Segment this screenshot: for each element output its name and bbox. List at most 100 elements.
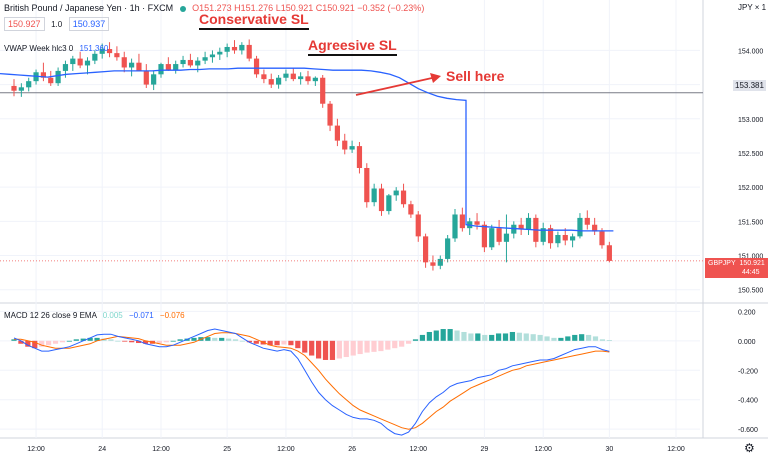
candle-body	[518, 224, 524, 230]
candle-body	[452, 214, 458, 239]
buy-price-button[interactable]: 150.937	[68, 17, 110, 31]
candle-body	[84, 60, 91, 66]
macd-histogram-bar	[606, 340, 612, 341]
price-tick-label: 154.000	[738, 48, 763, 55]
macd-histogram-bar	[25, 340, 31, 347]
vwap-label[interactable]: VWAP Week hlc3 0	[4, 44, 74, 53]
macd-hist-value: 0.005	[102, 311, 123, 320]
macd-histogram-bar	[502, 333, 509, 341]
macd-histogram-bar	[579, 334, 585, 341]
macd-histogram-bar	[509, 331, 516, 341]
candle-body	[92, 53, 98, 61]
candle-body	[99, 49, 105, 54]
macd-histogram-bar	[232, 339, 239, 341]
candle-body	[555, 234, 561, 244]
candle-body	[481, 224, 487, 248]
candle-body	[459, 214, 465, 229]
macd-histogram-bar	[475, 333, 481, 341]
candle-body	[496, 228, 502, 242]
time-tick-label: 12:00	[667, 446, 685, 453]
macd-histogram-bar	[52, 340, 59, 344]
macd-histogram-bar	[399, 340, 405, 347]
macd-histogram-bar	[599, 339, 606, 341]
candle-body	[415, 214, 421, 237]
candle-body	[445, 238, 451, 259]
candle-body	[70, 58, 76, 65]
candle-body	[312, 77, 318, 82]
macd-histogram-bar	[87, 337, 93, 341]
macd-histogram-bar	[66, 340, 72, 342]
macd-histogram-bar	[108, 339, 114, 341]
macd-label[interactable]: MACD 12 26 close 9 EMA	[4, 311, 97, 320]
macd-histogram-bar	[142, 340, 149, 344]
candle-body	[62, 64, 69, 71]
macd-histogram-bar	[585, 334, 592, 341]
candle-body	[158, 64, 164, 75]
macd-histogram-bar	[364, 340, 370, 353]
candle-body	[239, 44, 245, 51]
header-row: British Pound / Japanese Yen · 1h · FXCM…	[4, 3, 424, 13]
candle-body	[298, 76, 304, 80]
aggressive-sl-label: Agreesive SL	[308, 37, 397, 56]
candle-body	[173, 64, 179, 70]
candle-body	[253, 58, 260, 75]
macd-histogram-bar	[558, 337, 564, 341]
macd-histogram-bar	[454, 330, 460, 341]
macd-panel	[11, 328, 612, 436]
candle-body	[261, 74, 267, 80]
conservative-sl-label: Conservative SL	[199, 11, 309, 30]
time-tick-label: 12:00	[409, 446, 427, 453]
macd-histogram-bar	[537, 334, 543, 341]
macd-histogram-bar	[73, 339, 79, 341]
time-tick-label: 24	[98, 446, 106, 453]
macd-histogram-bar	[288, 340, 294, 346]
price-tick-label: 152.000	[738, 185, 763, 192]
countdown: 44:45	[742, 269, 760, 276]
macd-line	[13, 328, 610, 436]
sell-price-button[interactable]: 150.927	[4, 17, 45, 31]
price-tick-label: 150.500	[738, 288, 763, 295]
candle-body	[305, 76, 311, 82]
macd-histogram-bar	[336, 340, 342, 359]
candle-body	[430, 262, 436, 266]
candle-body	[511, 224, 517, 234]
candle-body	[570, 236, 576, 241]
macd-histogram-bar	[136, 340, 142, 344]
settings-gear-icon[interactable]: ⚙	[744, 441, 755, 455]
macd-histogram-bar	[122, 340, 128, 342]
macd-histogram-bar	[426, 331, 432, 341]
candle-body	[584, 217, 590, 225]
sell-here-label: Sell here	[446, 68, 505, 84]
candle-body	[592, 224, 598, 232]
candle-body	[26, 81, 32, 88]
candle-body	[268, 79, 274, 85]
candle-body	[276, 77, 282, 85]
macd-histogram-bar	[461, 331, 467, 341]
macd-histogram-bar	[281, 340, 287, 345]
macd-histogram-bar	[302, 340, 308, 353]
candle-body	[143, 70, 149, 85]
sell-here-arrow-shaft	[355, 77, 433, 96]
candle-body	[408, 204, 414, 215]
macd-histogram-bar	[253, 340, 259, 344]
macd-histogram-bar	[544, 336, 550, 341]
last-price: 150.921	[739, 260, 765, 267]
candle-body	[378, 188, 385, 212]
macd-histogram-bar	[440, 329, 446, 341]
time-tick-label: 26	[348, 446, 356, 453]
candle-body	[246, 44, 252, 59]
candle-body	[577, 217, 583, 237]
candle-body	[547, 228, 554, 244]
symbol-title[interactable]: British Pound / Japanese Yen · 1h · FXCM	[4, 3, 174, 13]
macd-histogram-bar	[357, 340, 363, 355]
candle-body	[489, 228, 495, 248]
ohlc-readout: O151.273 H151.276 L150.921 C150.921 −0.3…	[192, 3, 425, 13]
candle-body	[224, 46, 230, 52]
macd-histogram-bar	[392, 340, 398, 349]
macd-histogram-bar	[433, 330, 439, 341]
grid	[0, 0, 768, 439]
macd-histogram-bar	[46, 340, 52, 346]
macd-signal-value: −0.076	[159, 311, 185, 320]
candles	[0, 39, 703, 271]
